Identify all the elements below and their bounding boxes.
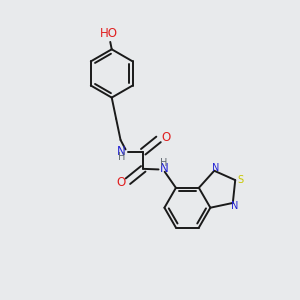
Text: O: O [116,176,126,189]
Text: H: H [160,158,168,168]
Text: H: H [118,152,126,162]
Text: N: N [231,201,238,211]
Text: S: S [238,175,244,185]
Text: HO: HO [100,27,118,40]
Text: N: N [160,162,169,175]
Text: N: N [117,145,126,158]
Text: O: O [161,131,170,144]
Text: N: N [212,164,220,173]
